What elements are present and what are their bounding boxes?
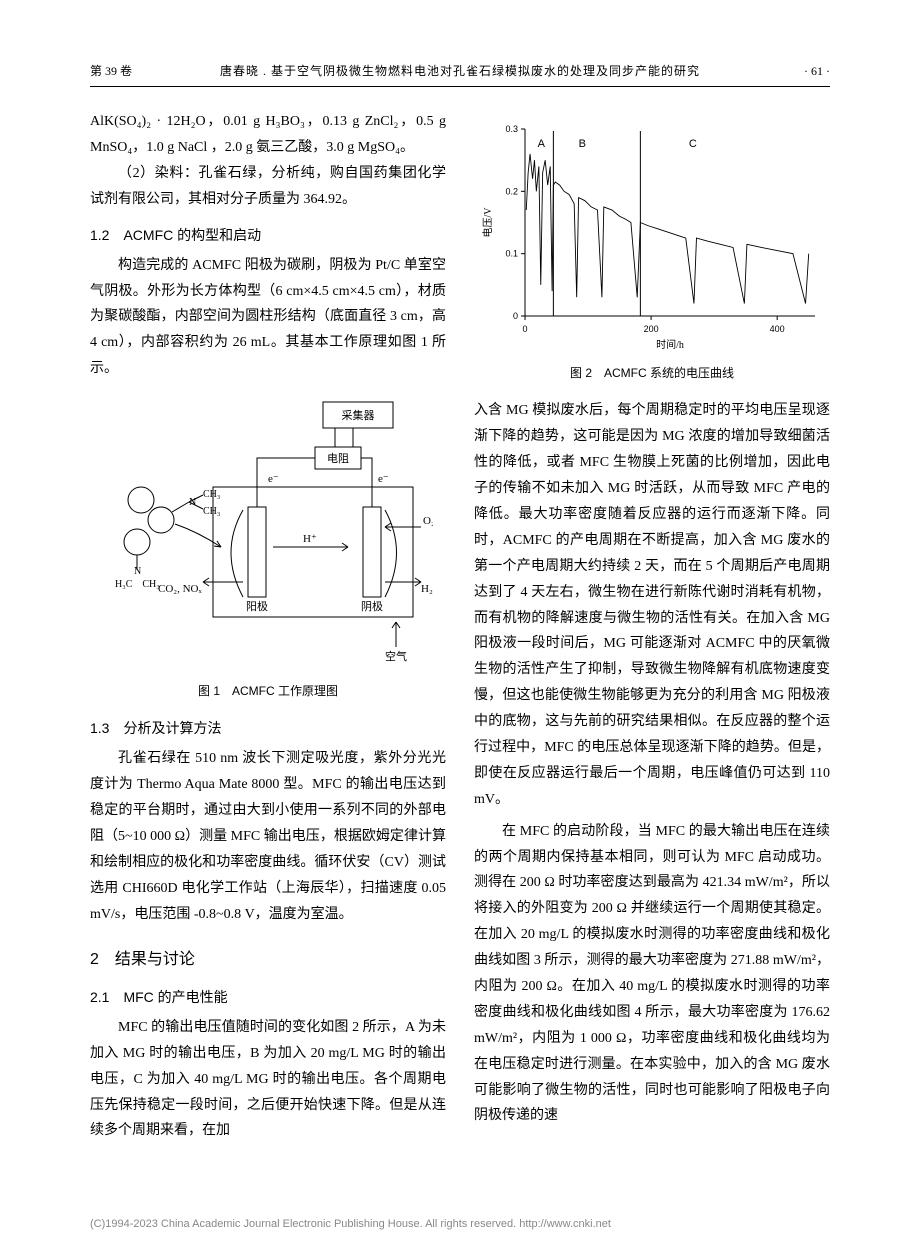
header-volume: 第 39 卷 <box>90 60 160 82</box>
page: 第 39 卷 唐春晓 . 基于空气阴极微生物燃料电池对孔雀石绿模拟废水的处理及同… <box>0 0 920 1184</box>
svg-text:200: 200 <box>644 324 659 334</box>
heading-1-2: 1.2 ACMFC 的构型和启动 <box>90 223 446 249</box>
svg-text:A: A <box>538 138 546 150</box>
chem-composition-text: AlK(SO₄)₂ · 12H₂O，0.01 g H₃BO₃，0.13 g Zn… <box>90 109 446 161</box>
figure-2-caption: 图 2 ACMFC 系统的电压曲线 <box>474 362 830 384</box>
fig1-label-h: H⁺ <box>303 533 317 545</box>
two-column-layout: AlK(SO₄)₂ · 12H₂O，0.01 g H₃BO₃，0.13 g Zn… <box>90 109 830 1144</box>
figure-1-caption: 图 1 ACMFC 工作原理图 <box>90 680 446 702</box>
svg-text:0.2: 0.2 <box>505 187 518 197</box>
paragraph-1-3: 孔雀石绿在 510 nm 波长下测定吸光度，紫外分光光度计为 Thermo Aq… <box>90 746 446 927</box>
heading-1-3: 1.3 分析及计算方法 <box>90 716 446 742</box>
fig1-label-ch3b: CH₃ <box>203 506 220 517</box>
fig1-label-n: N <box>189 497 196 508</box>
figure-2-chart: 0 0.1 0.2 0.3 0 200 400 时间/h 电压/V A B C <box>477 119 827 354</box>
svg-text:0: 0 <box>513 311 518 321</box>
header-page: · 61 · <box>760 60 830 82</box>
fig1-label-anode: 阳极 <box>246 599 268 613</box>
svg-text:0.1: 0.1 <box>505 249 518 259</box>
fig1-label-ch3c: H₃C CH₃ <box>115 579 160 590</box>
fig1-label-resistor: 电阻 <box>327 452 349 465</box>
header-title: 唐春晓 . 基于空气阴极微生物燃料电池对孔雀石绿模拟废水的处理及同步产能的研究 <box>160 60 760 82</box>
heading-2-1: 2.1 MFC 的产电性能 <box>90 985 446 1011</box>
running-header: 第 39 卷 唐春晓 . 基于空气阴极微生物燃料电池对孔雀石绿模拟废水的处理及同… <box>90 60 830 87</box>
fig1-label-n2: N <box>134 566 141 577</box>
fig1-label-h2o: H₂O <box>421 583 433 595</box>
right-paragraph-2: 在 MFC 的启动阶段，当 MFC 的最大输出电压在连续的两个周期内保持基本相同… <box>474 819 830 1130</box>
fig1-label-e2: e⁻ <box>378 473 389 485</box>
fig1-label-ch3a: CH₃ <box>203 489 220 500</box>
svg-text:电压/V: 电压/V <box>481 207 494 238</box>
fig1-label-air: 空气 <box>385 649 407 663</box>
svg-text:C: C <box>689 138 697 150</box>
fig1-label-cathode: 阴极 <box>361 599 383 613</box>
right-paragraph-1: 入含 MG 模拟废水后，每个周期稳定时的平均电压呈现逐渐下降的趋势，这可能是因为… <box>474 398 830 812</box>
svg-text:B: B <box>579 138 586 150</box>
svg-text:0: 0 <box>522 324 527 334</box>
dye-paragraph: （2）染料：孔雀石绿，分析纯，购自国药集团化学试剂有限公司，其相对分子质量为 3… <box>90 161 446 213</box>
footer-copyright: (C)1994-2023 China Academic Journal Elec… <box>0 1184 920 1254</box>
fig1-label-collector: 采集器 <box>342 408 375 422</box>
fig1-label-co2: CO₂, NOₓ <box>158 583 203 595</box>
paragraph-1-2: 构造完成的 ACMFC 阳极为碳刷，阴极为 Pt/C 单室空气阴极。外形为长方体… <box>90 253 446 382</box>
figure-1-diagram: 采集器 电阻 e⁻ e⁻ H⁺ O₂ H₂O CO₂, NOₓ 阳极 阴极 空气… <box>103 392 433 672</box>
paragraph-2-1: MFC 的输出电压值随时间的变化如图 2 所示，A 为未加入 MG 时的输出电压… <box>90 1015 446 1144</box>
right-column: 0 0.1 0.2 0.3 0 200 400 时间/h 电压/V A B C 图 2 ACMFC 系… <box>474 109 830 1144</box>
svg-text:时间/h: 时间/h <box>656 338 684 351</box>
fig1-label-e1: e⁻ <box>268 473 279 485</box>
left-column: AlK(SO₄)₂ · 12H₂O，0.01 g H₃BO₃，0.13 g Zn… <box>90 109 446 1144</box>
fig1-label-o2: O₂ <box>423 515 433 527</box>
svg-text:400: 400 <box>770 324 785 334</box>
heading-2: 2 结果与讨论 <box>90 945 446 975</box>
svg-text:0.3: 0.3 <box>505 124 518 134</box>
